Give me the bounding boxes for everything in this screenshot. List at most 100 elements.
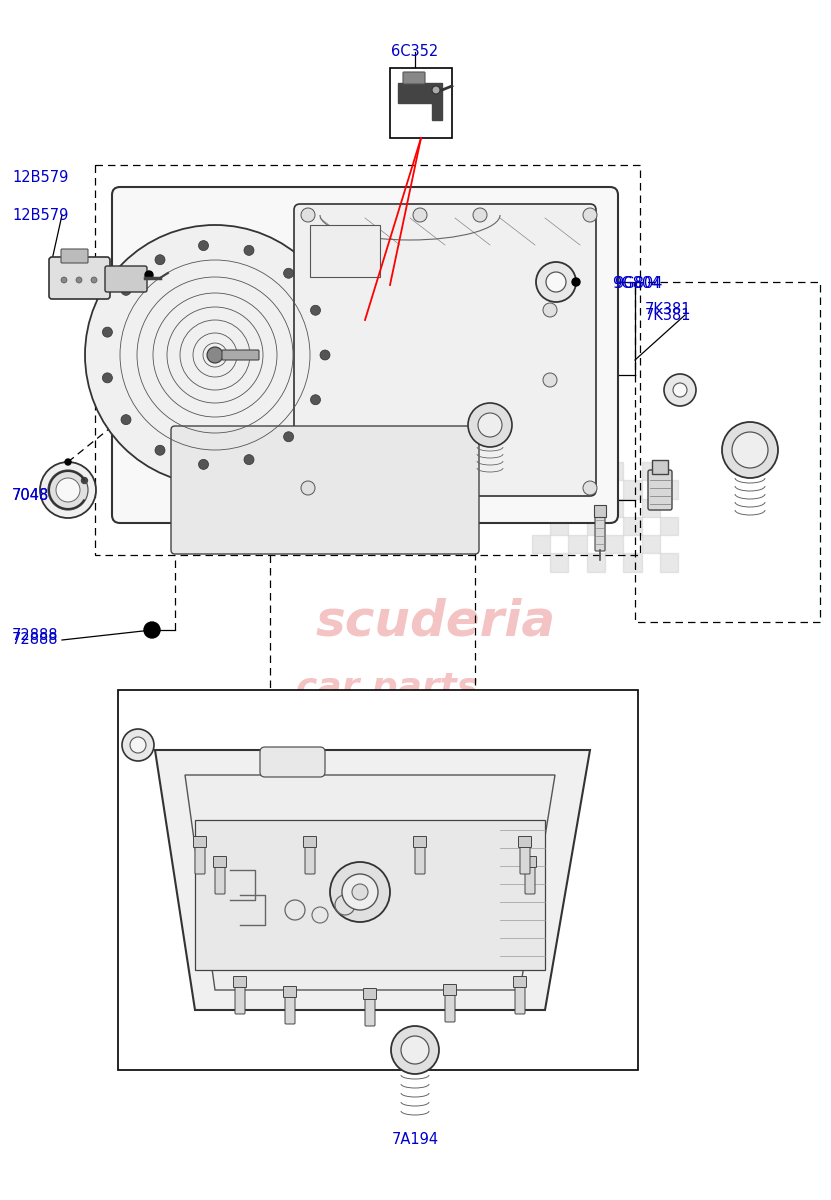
FancyBboxPatch shape [595, 514, 605, 551]
Bar [568, 535, 587, 553]
Bar [623, 480, 642, 498]
FancyBboxPatch shape [363, 989, 376, 1000]
Circle shape [48, 470, 88, 510]
Text: 7048: 7048 [12, 487, 49, 503]
FancyBboxPatch shape [652, 460, 668, 474]
Text: 72888: 72888 [12, 628, 58, 642]
Text: 12B579: 12B579 [12, 208, 68, 222]
Circle shape [121, 286, 131, 295]
FancyBboxPatch shape [283, 986, 297, 997]
Circle shape [244, 455, 254, 464]
Bar [660, 553, 678, 571]
FancyBboxPatch shape [445, 992, 455, 1022]
FancyBboxPatch shape [403, 72, 425, 84]
Bar [568, 462, 587, 480]
FancyBboxPatch shape [415, 844, 425, 874]
FancyBboxPatch shape [514, 977, 527, 988]
Text: 72888: 72888 [12, 632, 58, 648]
FancyBboxPatch shape [303, 836, 317, 847]
FancyBboxPatch shape [195, 844, 205, 874]
Circle shape [478, 413, 502, 437]
Polygon shape [398, 83, 442, 120]
Circle shape [546, 272, 566, 292]
FancyBboxPatch shape [294, 204, 596, 496]
Circle shape [122, 728, 154, 761]
Circle shape [342, 874, 378, 910]
Circle shape [583, 208, 597, 222]
Circle shape [102, 328, 112, 337]
Bar [623, 517, 642, 535]
Circle shape [473, 208, 487, 222]
Circle shape [543, 302, 557, 317]
FancyBboxPatch shape [235, 984, 245, 1014]
FancyBboxPatch shape [365, 996, 375, 1026]
Circle shape [283, 432, 293, 442]
Circle shape [85, 226, 345, 485]
FancyBboxPatch shape [305, 844, 315, 874]
Circle shape [391, 1026, 439, 1074]
Text: 9G804: 9G804 [614, 276, 662, 292]
Text: 12B579: 12B579 [12, 170, 68, 186]
FancyBboxPatch shape [519, 836, 532, 847]
Circle shape [311, 305, 321, 316]
FancyBboxPatch shape [214, 857, 227, 868]
Bar [587, 553, 605, 571]
FancyBboxPatch shape [444, 984, 456, 996]
Circle shape [301, 481, 315, 494]
Bar [532, 498, 550, 517]
Polygon shape [155, 750, 590, 1010]
Bar [587, 517, 605, 535]
Circle shape [207, 347, 223, 362]
Bar [642, 498, 660, 517]
FancyBboxPatch shape [525, 864, 535, 894]
Text: car parts: car parts [296, 671, 478, 704]
Circle shape [144, 622, 160, 638]
FancyBboxPatch shape [285, 994, 295, 1024]
Circle shape [664, 374, 696, 406]
Bar [605, 462, 623, 480]
Circle shape [61, 277, 67, 283]
Bar [605, 535, 623, 553]
Bar [550, 480, 568, 498]
FancyBboxPatch shape [524, 857, 537, 868]
Text: 9G804: 9G804 [612, 276, 661, 292]
Circle shape [199, 241, 209, 251]
Circle shape [244, 245, 254, 256]
Circle shape [311, 395, 321, 404]
Bar [623, 553, 642, 571]
Bar [550, 553, 568, 571]
FancyBboxPatch shape [414, 836, 426, 847]
Text: 7048: 7048 [12, 487, 49, 503]
Circle shape [468, 403, 512, 446]
FancyBboxPatch shape [648, 470, 672, 510]
FancyBboxPatch shape [61, 248, 88, 263]
FancyBboxPatch shape [260, 746, 325, 778]
Circle shape [40, 462, 96, 518]
Circle shape [536, 262, 576, 302]
FancyBboxPatch shape [390, 68, 452, 138]
Circle shape [732, 432, 768, 468]
Circle shape [56, 478, 80, 502]
Bar [605, 498, 623, 517]
Text: 7A194: 7A194 [391, 1133, 439, 1147]
FancyBboxPatch shape [105, 266, 147, 292]
Circle shape [102, 373, 112, 383]
Circle shape [76, 277, 82, 283]
Bar [550, 517, 568, 535]
Circle shape [81, 478, 87, 484]
Circle shape [572, 278, 580, 286]
Bar [532, 462, 550, 480]
FancyBboxPatch shape [520, 844, 530, 874]
Circle shape [320, 350, 330, 360]
Circle shape [91, 277, 97, 283]
Circle shape [155, 445, 165, 455]
Circle shape [301, 208, 315, 222]
Bar [642, 535, 660, 553]
Text: 7K381: 7K381 [645, 302, 691, 318]
Bar [660, 480, 678, 498]
Circle shape [413, 208, 427, 222]
FancyBboxPatch shape [222, 350, 259, 360]
FancyBboxPatch shape [171, 426, 479, 554]
Polygon shape [195, 820, 545, 970]
Circle shape [65, 458, 71, 464]
